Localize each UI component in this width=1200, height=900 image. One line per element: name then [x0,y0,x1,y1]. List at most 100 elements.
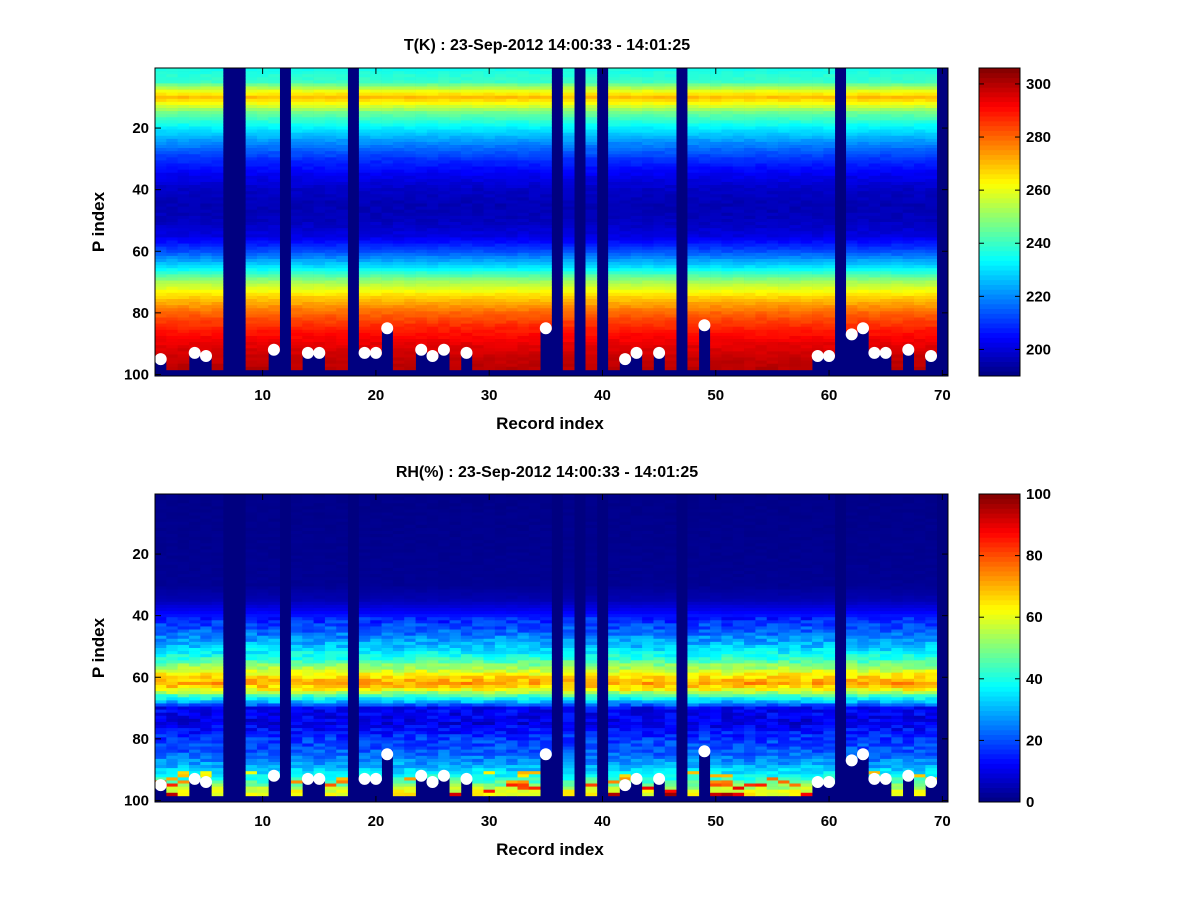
temperature-cell [789,178,802,183]
temperature-cell [370,289,382,294]
temperature-cell [302,286,314,291]
temperature-cell [755,108,768,112]
temperature-cell [200,280,212,284]
temperature-cell [177,71,190,75]
temperature-cell [494,191,507,195]
temperature-cell [630,120,643,124]
temperature-cell [608,160,620,164]
temperature-cell [188,166,201,170]
temperature-cell [687,292,700,297]
temperature-cell [177,175,190,180]
temperature-cell [211,206,224,211]
temperature-cell [188,317,201,321]
temperature-cell [755,348,768,352]
temperature-cell [619,92,632,97]
temperature-cell [630,209,643,214]
temperature-cell [302,243,314,247]
temperature-cell [358,308,371,312]
temperature-cell [744,194,756,198]
temperature-cell [460,299,473,303]
temperature-cell [404,218,416,223]
temperature-cell [211,271,224,275]
temperature-cell [426,120,439,124]
temperature-cell [245,92,258,97]
temperature-cell [290,206,303,211]
temperature-cell [381,77,394,81]
temperature-cell [313,225,326,229]
temperature-cell [472,295,484,300]
temperature-cell [608,314,620,318]
temperature-cell [744,258,756,263]
temperature-cell [664,286,677,291]
temperature-cell [755,203,768,207]
temperature-cell [506,295,518,300]
temperature-cell [268,169,280,174]
temperature-cell [732,175,745,180]
temperature-cell [200,302,212,306]
temperature-cell [732,218,745,223]
temperature-cell [404,305,416,309]
temperature-cell [732,135,745,140]
temperature-record-column [324,68,337,371]
temperature-cell [766,299,779,303]
temperature-cell [483,188,496,192]
temperature-cell [823,123,836,127]
temperature-cell [200,191,212,195]
temperature-cell [200,157,212,161]
temperature-cell [721,215,734,220]
temperature-cell [460,160,473,164]
temperature-cell [324,203,337,207]
temperature-record-column [313,68,326,355]
temperature-cell [721,95,734,100]
temperature-cell [619,212,632,217]
temperature-cell [188,252,201,257]
temperature-cell [698,302,711,306]
temperature-cell [200,274,212,278]
temperature-cell [721,218,734,223]
temperature-cell [585,339,598,343]
temperature-cell [336,157,348,161]
temperature-cell [517,249,530,254]
temperature-cell [562,160,575,164]
temperature-cell [188,117,201,121]
temperature-cell [732,314,745,318]
temperature-cell [404,145,416,149]
temperature-cell [800,117,813,121]
temperature-cell [642,163,654,167]
temperature-cell [494,265,507,269]
temperature-cell [392,302,405,306]
temperature-cell [381,129,394,134]
temperature-cell [155,332,167,337]
temperature-cell [744,228,756,232]
temperature-cell [653,151,666,155]
temperature-cell [324,181,337,186]
temperature-cell [460,114,473,118]
temperature-cell [619,197,632,201]
temperature-record-column [370,68,382,355]
temperature-cell [268,225,280,229]
temperature-cell [449,148,462,152]
temperature-cell [483,271,496,275]
temperature-cell [653,132,666,137]
temperature-cell [562,203,575,207]
temperature-cell [642,274,654,278]
temperature-cell [155,160,167,164]
temperature-cell [177,231,190,235]
temperature-cell [642,240,654,244]
temperature-cell [336,286,348,291]
temperature-cell [256,92,269,97]
temperature-cell [268,212,280,217]
temperature-cell [313,123,326,127]
temperature-cell [336,194,348,198]
temperature-cell [778,323,790,328]
temperature-cell [188,129,201,134]
temperature-cell [517,92,530,97]
temperature-cell [460,258,473,263]
temperature-cell [211,286,224,291]
temperature-cell [438,83,450,87]
temperature-cell [789,218,802,223]
temperature-cell [630,203,643,207]
temperature-cell [313,92,326,97]
temperature-cell [721,203,734,207]
temperature-cell [188,83,201,87]
